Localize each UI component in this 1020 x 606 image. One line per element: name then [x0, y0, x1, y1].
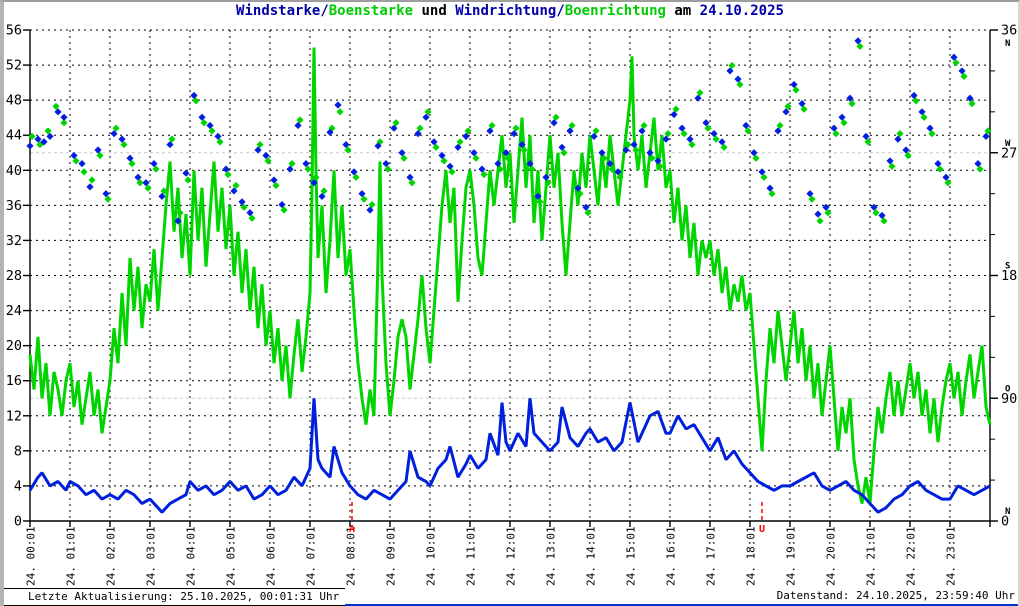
left-axis-tick-label: 44 [6, 128, 22, 144]
axis-labels: 0481216202428323640444852560N90O180S270W… [6, 23, 1020, 587]
right-axis-tick-label: 270 [1001, 145, 1020, 161]
x-axis-tick-label: 24. 08:01 [345, 526, 358, 586]
left-axis-tick-label: 36 [6, 198, 22, 214]
left-axis-tick-label: 16 [6, 373, 22, 389]
left-axis-tick-label: 28 [6, 268, 22, 284]
x-axis-tick-label: 24. 22:01 [905, 526, 918, 586]
x-axis-tick-label: 24. 12:01 [505, 526, 518, 586]
right-axis-tick-label: 360 [1001, 23, 1020, 39]
chart-title: Windstarke/Boenstarke und Windrichtung/B… [0, 3, 1020, 19]
chart-svg: 0481216202428323640444852560N90O180S270W… [6, 23, 1020, 587]
title-part: Windrichtung/ [455, 3, 565, 19]
x-axis-tick-label: 24. 19:01 [785, 526, 798, 586]
left-axis-tick-label: 0 [14, 514, 22, 530]
left-axis-tick-label: 40 [6, 163, 22, 179]
right-axis-tick-label: 0 [1001, 514, 1009, 530]
compass-letter: W [1005, 139, 1011, 149]
x-axis-tick-label: 24. 15:01 [625, 526, 638, 586]
x-axis-tick-label: 24. 04:01 [185, 526, 198, 586]
left-axis-tick-label: 52 [6, 58, 22, 74]
left-axis-tick-label: 8 [14, 443, 22, 459]
x-axis-tick-label: 24. 14:01 [585, 526, 598, 586]
sun-marker-letter: A [349, 524, 355, 535]
left-axis-tick-label: 56 [6, 23, 22, 39]
title-part: am [665, 3, 700, 19]
left-axis-tick-label: 12 [6, 408, 22, 424]
grid-lines [30, 29, 990, 521]
compass-letter: S [1005, 262, 1010, 272]
x-axis-tick-label: 24. 03:01 [145, 526, 158, 586]
windstarke-line [28, 398, 991, 514]
left-axis-tick-label: 32 [6, 233, 22, 249]
sun-marker-letter: U [759, 524, 765, 535]
compass-letter: N [1005, 39, 1010, 49]
x-axis-tick-label: 24. 02:01 [105, 526, 118, 586]
title-part: Boenrichtung [564, 3, 666, 19]
axes [23, 29, 998, 527]
right-axis-tick-label: 90 [1001, 391, 1017, 407]
title-part: 24.10.2025 [699, 3, 784, 19]
left-axis-tick-label: 20 [6, 338, 22, 354]
title-part: und [413, 3, 456, 19]
x-axis-tick-label: 24. 23:01 [945, 526, 958, 586]
compass-letter: O [1005, 384, 1011, 394]
compass-letter: N [1005, 507, 1010, 517]
x-axis-tick-label: 24. 07:01 [305, 526, 318, 586]
x-axis-tick-label: 24. 17:01 [705, 526, 718, 586]
x-axis-tick-label: 24. 05:01 [225, 526, 238, 586]
right-axis-tick-label: 180 [1001, 268, 1020, 284]
x-axis-tick-label: 24. 13:01 [545, 526, 558, 586]
x-axis-tick-label: 24. 09:01 [385, 526, 398, 586]
x-axis-tick-label: 24. 10:01 [425, 526, 438, 586]
x-axis-tick-label: 24. 11:01 [465, 526, 478, 586]
title-part: Windstarke/ [236, 3, 329, 19]
x-axis-tick-label: 24. 21:01 [865, 526, 878, 586]
last-update-label: Letzte Aktualisierung: 25.10.2025, 00:01… [1, 588, 365, 606]
left-axis-tick-label: 24 [6, 303, 22, 319]
x-axis-tick-label: 24. 06:01 [265, 526, 278, 586]
x-axis-tick-label: 24. 20:01 [825, 526, 838, 586]
boenstarke-line [28, 47, 992, 504]
left-axis-tick-label: 4 [14, 478, 22, 494]
data-state-label: Datenstand: 24.10.2025, 23:59:40 Uhr [345, 588, 1020, 606]
x-axis-tick-label: 24. 16:01 [665, 526, 678, 586]
x-axis-tick-label: 24. 00:01 [25, 526, 38, 586]
left-axis-tick-label: 48 [6, 93, 22, 109]
x-axis-tick-label: 24. 18:01 [745, 526, 758, 586]
data-series [26, 37, 992, 514]
x-axis-tick-label: 24. 01:01 [65, 526, 78, 586]
title-part: Boenstarke [328, 3, 414, 19]
